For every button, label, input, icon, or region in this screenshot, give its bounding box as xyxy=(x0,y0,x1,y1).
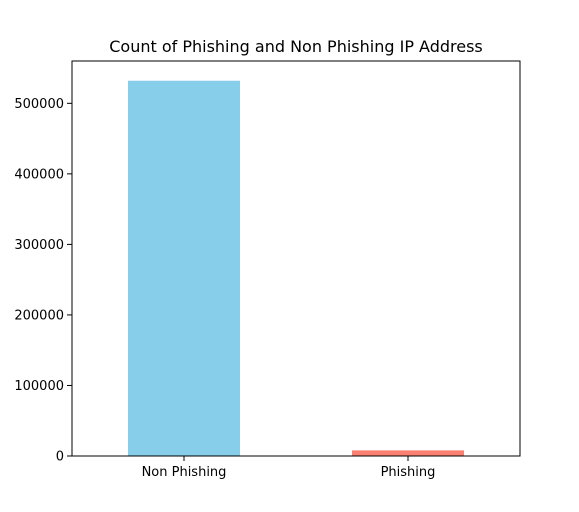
y-tick-label: 200000 xyxy=(14,308,64,323)
y-tick-label: 400000 xyxy=(14,167,64,182)
y-tick-label: 0 xyxy=(56,450,64,465)
y-tick-label: 500000 xyxy=(14,97,64,112)
chart-title: Count of Phishing and Non Phishing IP Ad… xyxy=(109,37,483,56)
y-axis: 0 100000 200000 300000 400000 500000 xyxy=(14,97,72,465)
bars-group xyxy=(128,80,464,456)
y-tick-label: 300000 xyxy=(14,238,64,253)
plot-frame xyxy=(71,60,521,457)
bar-phishing xyxy=(352,450,464,456)
y-tick-label: 100000 xyxy=(14,379,64,394)
x-tick-label: Phishing xyxy=(381,465,436,480)
x-axis: Non Phishing Phishing xyxy=(142,456,436,480)
bar-non-phishing xyxy=(128,80,240,456)
x-tick-label: Non Phishing xyxy=(142,465,227,480)
